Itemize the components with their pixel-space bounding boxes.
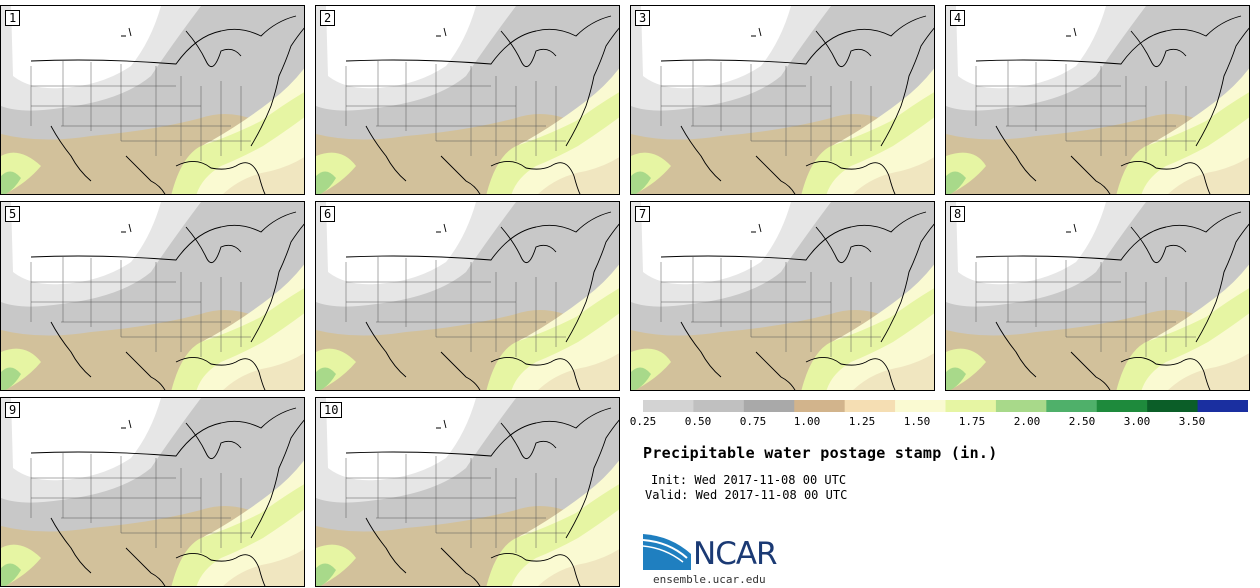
colorbar-swatch: [743, 400, 795, 412]
colorbar-tick-label: 2.50: [1068, 415, 1096, 428]
precip-water-map: [316, 6, 619, 194]
map-panel: 10: [315, 397, 620, 587]
colorbar-tick-label: 0.50: [684, 415, 712, 428]
map-panel: 5: [0, 201, 305, 391]
init-time: Init: Wed 2017-11-08 00 UTC: [651, 473, 847, 487]
precip-water-map: [1, 398, 304, 586]
member-label: 6: [320, 206, 336, 222]
colorbar-swatch: [945, 400, 997, 412]
colorbar-tick-label: 1.50: [903, 415, 931, 428]
precip-water-map: [946, 202, 1249, 390]
precip-water-map: [316, 202, 619, 390]
ncar-logo-icon: [643, 534, 691, 570]
colorbar: [643, 400, 1248, 412]
colorbar-tick-label: 0.25: [629, 415, 657, 428]
colorbar-swatch: [1147, 400, 1199, 412]
colorbar-tick-label: 2.00: [1013, 415, 1041, 428]
map-panel: 7: [630, 201, 935, 391]
map-panel: 4: [945, 5, 1250, 195]
colorbar-tick-label: 3.00: [1123, 415, 1151, 428]
ncar-logo-text: NCAR: [693, 536, 778, 572]
member-label: 9: [5, 402, 21, 418]
precip-water-map: [946, 6, 1249, 194]
colorbar-tick-label: 1.25: [848, 415, 876, 428]
member-label: 8: [950, 206, 966, 222]
colorbar-tick-label: 0.75: [739, 415, 767, 428]
precip-water-map: [631, 6, 934, 194]
map-panel: 8: [945, 201, 1250, 391]
colorbar-swatch: [693, 400, 745, 412]
colorbar-swatch: [643, 400, 694, 412]
precip-water-map: [316, 398, 619, 586]
chart-title: Precipitable water postage stamp (in.): [643, 444, 998, 462]
colorbar-swatch: [1096, 400, 1148, 412]
member-label: 5: [5, 206, 21, 222]
member-label: 10: [320, 402, 343, 418]
colorbar-swatch: [895, 400, 946, 412]
member-label: 4: [950, 10, 966, 26]
map-panel: 6: [315, 201, 620, 391]
colorbar-swatch: [995, 400, 1047, 412]
map-panel: 1: [0, 5, 305, 195]
colorbar-swatch: [794, 400, 846, 412]
member-label: 3: [635, 10, 651, 26]
precip-water-map: [1, 6, 304, 194]
member-label: 1: [5, 10, 21, 26]
valid-time: Valid: Wed 2017-11-08 00 UTC: [645, 488, 848, 502]
colorbar-swatch: [1197, 400, 1248, 412]
map-panel: 9: [0, 397, 305, 587]
map-panel: 3: [630, 5, 935, 195]
colorbar-swatch: [1046, 400, 1098, 412]
precip-water-map: [631, 202, 934, 390]
colorbar-tick-label: 1.00: [793, 415, 821, 428]
ncar-url: ensemble.ucar.edu: [653, 573, 766, 586]
member-label: 2: [320, 10, 336, 26]
map-panel: 2: [315, 5, 620, 195]
precip-water-map: [1, 202, 304, 390]
colorbar-tick-label: 1.75: [958, 415, 986, 428]
colorbar-swatch: [844, 400, 896, 412]
member-label: 7: [635, 206, 651, 222]
colorbar-tick-labels: 0.25 0.50 0.75 1.00 1.25 1.50 1.75 2.00 2.50 3.00…: [630, 415, 1250, 429]
colorbar-tick-label: 3.50: [1178, 415, 1206, 428]
